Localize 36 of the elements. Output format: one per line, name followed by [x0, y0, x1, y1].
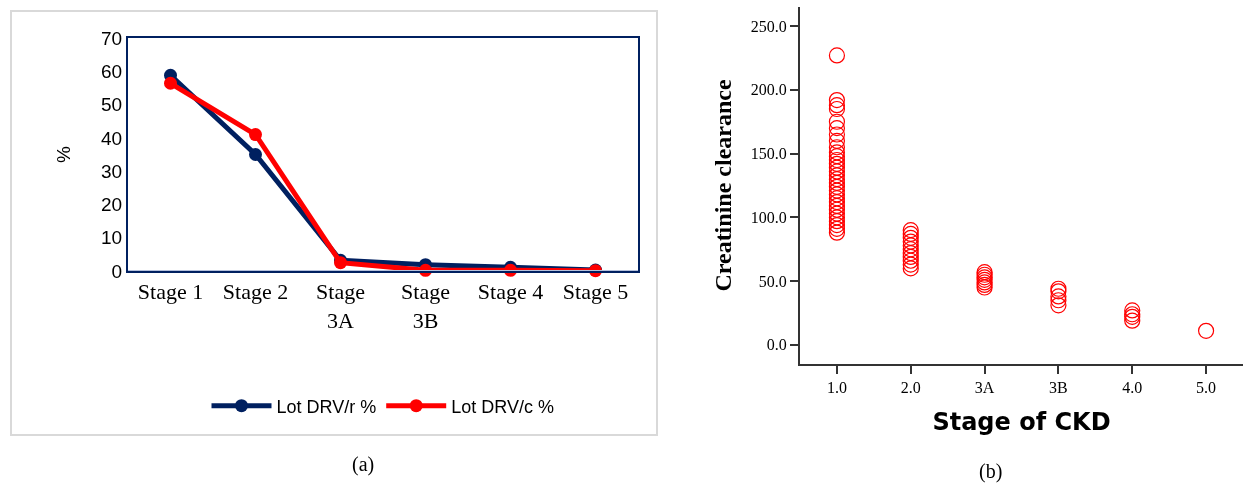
y-tick-label: 30	[101, 160, 123, 182]
x-axis-title: Stage of CKD	[932, 408, 1111, 436]
y-tick-label: 150.0	[750, 145, 787, 163]
x-tick-label: 3B	[1049, 379, 1068, 397]
point	[164, 76, 177, 90]
x-tick-label: 4.0	[1122, 379, 1143, 397]
legend-label: Lot DRV/r %	[276, 396, 377, 417]
y-tick-label: 20	[101, 194, 123, 216]
y-tick-label: 250.0	[750, 17, 787, 35]
y-tick-label: 60	[101, 60, 123, 82]
y-tick-label: 10	[101, 227, 123, 249]
x-tick-label: 3A	[974, 379, 995, 397]
y-tick-label: 70	[101, 27, 123, 49]
y-axis-title: Creatinine clearance	[710, 79, 737, 292]
point	[249, 128, 262, 142]
point	[249, 148, 262, 161]
x-tick-label: Stage 1	[137, 279, 204, 305]
x-tick-label: Stage 5	[562, 279, 629, 305]
y-tick-label: 0	[111, 260, 123, 282]
text: (a)	[352, 453, 375, 476]
x-tick-label: Stage 3B	[401, 279, 450, 333]
y-tick-label: 100.0	[750, 208, 787, 226]
y-tick-label: 50	[101, 94, 123, 116]
x-tick-label: Stage 4	[477, 279, 544, 305]
y-tick-label: 0.0	[766, 336, 787, 354]
legend-label: Lot DRV/c %	[451, 396, 554, 417]
y-tick-label: 40	[101, 127, 123, 149]
y-tick-label: 50.0	[758, 272, 787, 290]
x-tick-label: 1.0	[826, 379, 847, 397]
y-tick-label: 200.0	[750, 81, 787, 99]
x-tick-label: 5.0	[1196, 379, 1217, 397]
y-axis-title: %	[53, 145, 75, 163]
text: (b)	[979, 460, 1003, 483]
x-tick-label: 2.0	[900, 379, 921, 397]
x-tick-label: Stage 2	[222, 279, 289, 305]
x-tick-label: Stage 3A	[316, 279, 365, 333]
